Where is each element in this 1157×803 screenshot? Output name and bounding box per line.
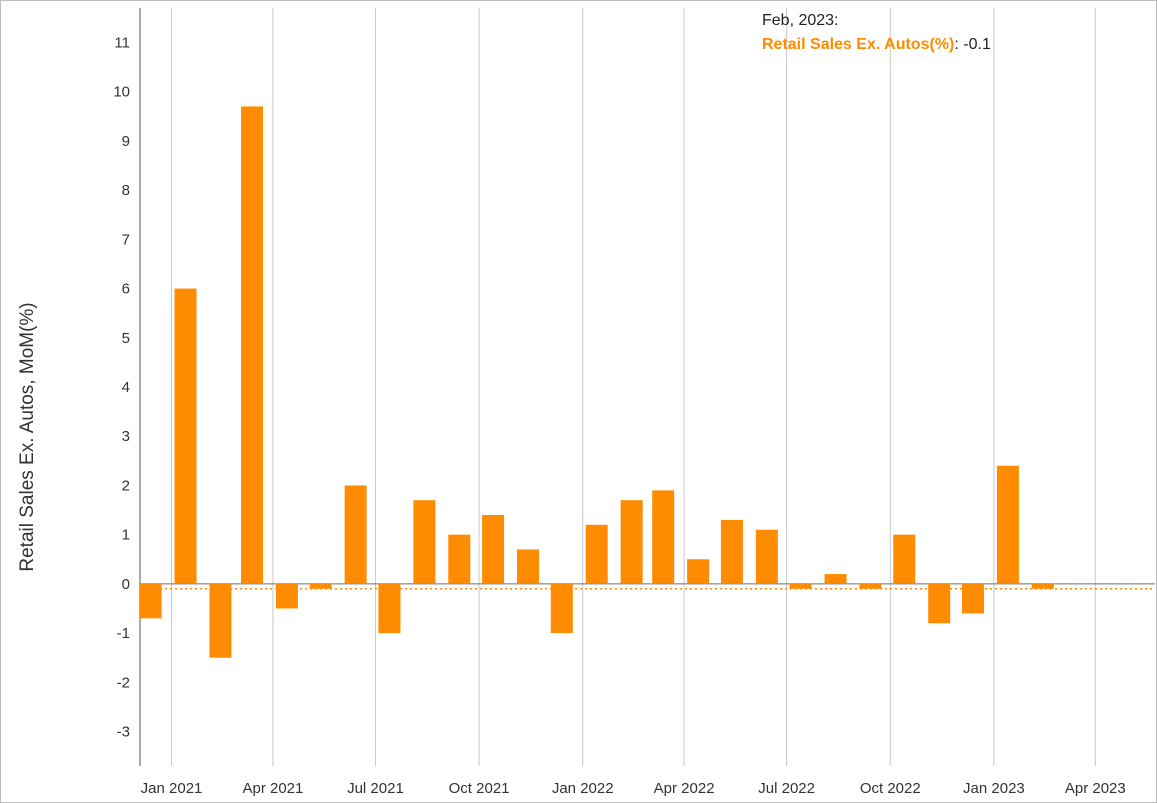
x-tick-label: Jan 2022 (552, 780, 614, 797)
x-tick-label: Jul 2021 (347, 780, 404, 797)
bar (789, 583, 812, 589)
y-tick-label: 11 (114, 34, 130, 51)
bar (174, 288, 197, 584)
bar (652, 490, 675, 584)
y-tick-label: -2 (117, 674, 130, 691)
vertical-gridlines (171, 8, 1096, 766)
bar (309, 583, 332, 589)
bar (517, 549, 540, 584)
x-tick-label: Apr 2021 (242, 780, 303, 797)
tooltip-date: Feb, 2023: (762, 12, 839, 29)
bar (585, 524, 608, 584)
y-axis-label: Retail Sales Ex. Autos, MoM(%) (17, 302, 38, 571)
bar (755, 529, 778, 584)
bar (859, 583, 882, 589)
y-tick-label: 10 (113, 84, 130, 101)
bar (928, 583, 951, 624)
bar (824, 574, 847, 584)
bar (413, 500, 436, 584)
bar (550, 583, 573, 634)
bar (378, 583, 401, 634)
y-tick-label: 5 (122, 330, 130, 347)
tooltip-separator: : (954, 36, 959, 53)
bars (140, 106, 1155, 658)
tooltip-value: -0.1 (963, 36, 991, 53)
y-axis: -3 -2 -1 0 1 2 3 4 5 6 7 8 9 10 11 (113, 8, 141, 766)
y-tick-label: 2 (122, 477, 130, 494)
bar (241, 106, 264, 584)
bar (275, 583, 298, 609)
bar (344, 485, 367, 584)
x-tick-label: Apr 2022 (654, 780, 715, 797)
x-tick-label: Jul 2022 (758, 780, 815, 797)
bar (961, 583, 984, 614)
bar (620, 500, 643, 584)
bar (482, 514, 505, 584)
y-tick-label: 4 (122, 379, 130, 396)
bar (140, 583, 162, 619)
bar (893, 534, 916, 584)
y-tick-label: 8 (122, 182, 130, 199)
x-tick-label: Apr 2023 (1065, 780, 1126, 797)
bar (996, 465, 1019, 584)
bar (1031, 583, 1054, 589)
y-tick-label: 9 (122, 133, 130, 150)
x-axis: Jan 2021 Apr 2021 Jul 2021 Oct 2021 Jan 2022… (141, 780, 1126, 797)
tooltip-series-label: Retail Sales Ex. Autos(%) (762, 36, 955, 53)
y-tick-label: 1 (122, 527, 130, 544)
y-tick-label: -3 (117, 724, 130, 741)
x-tick-label: Oct 2022 (860, 780, 921, 797)
y-tick-label: 0 (122, 576, 130, 593)
bar (448, 534, 471, 584)
x-tick-label: Jan 2021 (141, 780, 203, 797)
y-tick-label: 3 (122, 428, 130, 445)
x-tick-label: Oct 2021 (449, 780, 510, 797)
y-tick-label: 6 (122, 281, 130, 298)
hover-tooltip: Feb, 2023: Retail Sales Ex. Autos(%): -0… (762, 9, 991, 57)
y-tick-label: 7 (122, 231, 130, 248)
bar (720, 519, 743, 584)
bar (687, 559, 710, 584)
bar (209, 583, 232, 658)
tooltip-row: Retail Sales Ex. Autos(%): -0.1 (762, 33, 991, 57)
y-tick-label: -1 (117, 625, 130, 642)
x-tick-label: Jan 2023 (963, 780, 1025, 797)
